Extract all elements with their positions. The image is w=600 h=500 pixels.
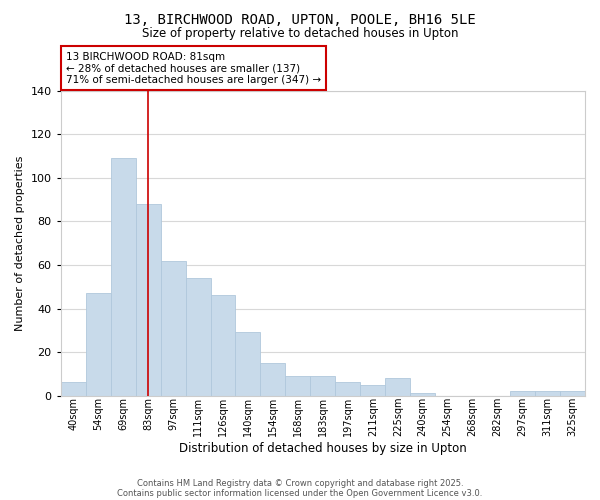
Text: Size of property relative to detached houses in Upton: Size of property relative to detached ho… <box>142 28 458 40</box>
Bar <box>110 158 136 396</box>
Bar <box>410 394 435 396</box>
Bar <box>335 382 361 396</box>
Text: Contains public sector information licensed under the Open Government Licence v3: Contains public sector information licen… <box>118 488 482 498</box>
Bar <box>185 278 211 396</box>
Bar <box>161 260 185 396</box>
Bar <box>510 391 535 396</box>
Bar <box>286 376 310 396</box>
Text: Contains HM Land Registry data © Crown copyright and database right 2025.: Contains HM Land Registry data © Crown c… <box>137 478 463 488</box>
Bar <box>136 204 161 396</box>
Bar <box>61 382 86 396</box>
Y-axis label: Number of detached properties: Number of detached properties <box>15 156 25 331</box>
Bar <box>86 294 110 396</box>
Bar <box>211 296 235 396</box>
Bar <box>235 332 260 396</box>
Text: 13 BIRCHWOOD ROAD: 81sqm
← 28% of detached houses are smaller (137)
71% of semi-: 13 BIRCHWOOD ROAD: 81sqm ← 28% of detach… <box>66 52 321 85</box>
Bar <box>535 391 560 396</box>
Bar <box>560 391 585 396</box>
Bar <box>361 384 385 396</box>
Bar <box>385 378 410 396</box>
Bar <box>260 363 286 396</box>
X-axis label: Distribution of detached houses by size in Upton: Distribution of detached houses by size … <box>179 442 467 455</box>
Text: 13, BIRCHWOOD ROAD, UPTON, POOLE, BH16 5LE: 13, BIRCHWOOD ROAD, UPTON, POOLE, BH16 5… <box>124 12 476 26</box>
Bar <box>310 376 335 396</box>
